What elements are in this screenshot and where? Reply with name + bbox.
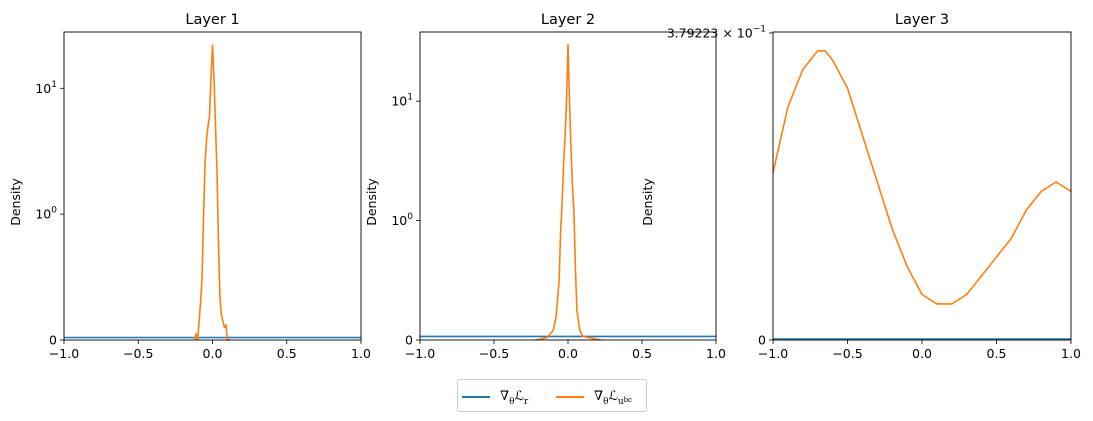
legend: ∇θℒr ∇θℒubc <box>457 379 647 412</box>
subplot-1: −1.0 −0.5 0.0 0.5 1.0 0 100 101 Layer 1 Density <box>8 12 371 361</box>
x-tick-label: −1.0 <box>758 346 788 361</box>
y-tick-label: 100 <box>391 212 413 228</box>
x-tick-label: 0.0 <box>912 346 932 361</box>
subplot-3: −1.0 −0.5 0.0 0.5 1.0 0 3.79223 × 10−1 Layer 3 D… <box>640 12 1081 361</box>
y-tick-label: 101 <box>35 80 57 96</box>
x-tick-label: 0.0 <box>203 346 223 361</box>
axes-frame <box>63 31 362 341</box>
y-tick-label: 100 <box>35 206 57 222</box>
y-axis-label: Density <box>640 178 655 226</box>
y-axis-label: Density <box>364 178 379 226</box>
subplot-title: Layer 1 <box>185 12 239 28</box>
subplot-2: −1.0 −0.5 0.0 0.5 1.0 0 100 101 Layer 2 Density <box>364 12 726 361</box>
y-tick-label: 0 <box>758 333 766 348</box>
series-2-line <box>772 49 1072 305</box>
axes-frame <box>419 31 717 341</box>
y-tick-label: 3.79223 × 10−1 <box>667 25 766 41</box>
subplot-title: Layer 2 <box>541 12 595 28</box>
legend-label-2: ∇θℒubc <box>594 389 633 407</box>
y-axis-label: Density <box>8 178 23 226</box>
y-tick-label: 101 <box>391 93 413 109</box>
x-tick-label: −1.0 <box>49 346 79 361</box>
legend-item-2: ∇θℒubc <box>556 380 632 413</box>
x-tick-label: 0.5 <box>987 346 1007 361</box>
y-tick-label: 0 <box>405 333 413 348</box>
legend-line-1 <box>462 395 490 398</box>
x-tick-label: 0.0 <box>558 346 578 361</box>
legend-item-1: ∇θℒr <box>462 380 528 413</box>
legend-label-1: ∇θℒr <box>500 389 529 407</box>
x-tick-label: −0.5 <box>832 346 862 361</box>
x-tick-label: −0.5 <box>123 346 153 361</box>
x-tick-label: −0.5 <box>479 346 509 361</box>
x-tick-label: 1.0 <box>706 346 726 361</box>
series-2-line <box>535 43 601 341</box>
x-tick-label: 1.0 <box>351 346 371 361</box>
series-2-line <box>193 44 231 341</box>
x-tick-label: 0.5 <box>632 346 652 361</box>
x-tick-label: 1.0 <box>1061 346 1081 361</box>
legend-line-2 <box>556 395 584 398</box>
y-tick-label: 0 <box>49 333 57 348</box>
x-tick-label: −1.0 <box>405 346 435 361</box>
subplot-title: Layer 3 <box>895 12 949 28</box>
x-tick-label: 0.5 <box>277 346 297 361</box>
